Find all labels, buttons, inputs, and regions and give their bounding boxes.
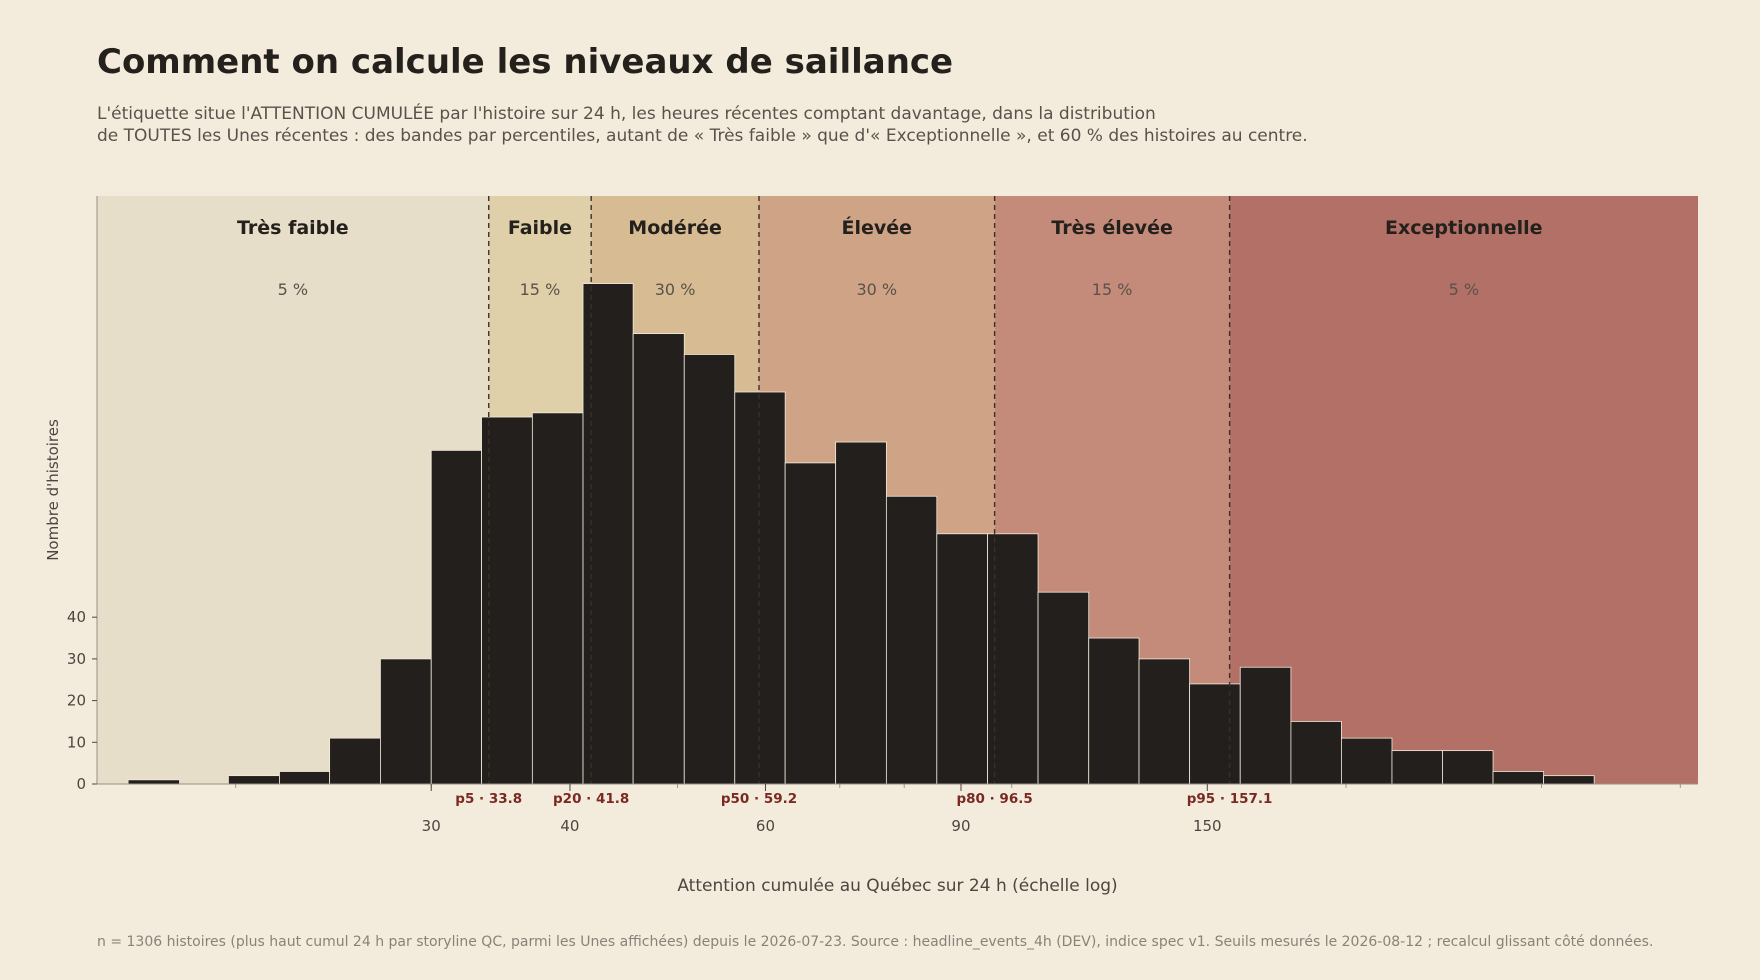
page-title: Comment on calcule les niveaux de sailla…: [97, 42, 954, 82]
histogram-bar: [1037, 591, 1090, 785]
band-name-label: Exceptionnelle: [1385, 217, 1542, 239]
page-subtitle: L'étiquette situe l'ATTENTION CUMULÉE pa…: [97, 103, 1308, 147]
histogram-bar: [1391, 750, 1443, 785]
histogram-bar: [531, 412, 584, 785]
y-tick-label: 10: [67, 733, 86, 751]
histogram-bar: [329, 737, 381, 785]
band-name-label: Très faible: [237, 217, 349, 239]
band-share-label: 5 %: [1449, 280, 1479, 299]
band-name-label: Très élevée: [1051, 217, 1173, 239]
x-tick-label: 40: [560, 817, 579, 835]
histogram-bar: [835, 441, 887, 785]
histogram-bar: [885, 495, 938, 785]
histogram-bar: [1189, 683, 1241, 785]
band-share-label: 30 %: [856, 280, 897, 299]
threshold-label: p20 · 41.8: [553, 791, 629, 807]
band-share-label: 15 %: [1092, 280, 1133, 299]
x-tick-label: 30: [422, 817, 441, 835]
band-name-label: Élevée: [842, 216, 913, 239]
band-share-label: 30 %: [655, 280, 696, 299]
y-tick-label: 30: [67, 650, 86, 668]
histogram-bar: [1239, 666, 1292, 785]
histogram-bar: [430, 449, 482, 785]
histogram-bar: [734, 391, 786, 785]
bars-layer: [127, 283, 1595, 785]
histogram-bar: [228, 775, 280, 785]
histogram-bar: [632, 333, 685, 785]
histogram-bar: [987, 533, 1039, 785]
threshold-label: p95 · 157.1: [1187, 791, 1273, 807]
band-name-label: Faible: [508, 217, 572, 239]
y-axis-label: Nombre d'histoires: [44, 419, 62, 561]
footnote: n = 1306 histoires (plus haut cumul 24 h…: [97, 934, 1654, 950]
threshold-label: p50 · 59.2: [721, 791, 797, 807]
histogram-bar: [1138, 658, 1191, 785]
histogram-bar: [279, 771, 331, 785]
histogram-bar: [1088, 637, 1140, 785]
histogram-bar: [481, 416, 533, 785]
band-5: [1229, 196, 1698, 784]
subtitle-line-2: de TOUTES les Unes récentes : des bandes…: [97, 126, 1308, 146]
x-tick-label: 90: [951, 817, 970, 835]
histogram-bar: [683, 354, 736, 785]
y-tick-label: 40: [67, 608, 86, 626]
band-share-label: 15 %: [520, 280, 561, 299]
histogram-bar: [784, 462, 837, 785]
threshold-label: p80 · 96.5: [956, 791, 1032, 807]
band-name-label: Modérée: [628, 217, 722, 239]
x-axis-label: Attention cumulée au Québec sur 24 h (éc…: [677, 876, 1117, 896]
y-tick-label: 0: [76, 775, 86, 793]
histogram-bar: [1290, 721, 1342, 785]
band-share-label: 5 %: [278, 280, 308, 299]
histogram-bar: [1442, 750, 1494, 785]
subtitle-line-1: L'étiquette situe l'ATTENTION CUMULÉE pa…: [97, 104, 1156, 124]
histogram-bar: [380, 658, 432, 785]
histogram-bar: [936, 533, 988, 785]
thresholds-layer: p5 · 33.8 p20 · 41.8 p50 · 59.2 p80 · 96.5 p…: [455, 196, 1272, 807]
x-tick-label: 60: [756, 817, 775, 835]
axes-layer: 0 10 20 30 40 30 40 60 90 150 Attention cumulée au…: [44, 196, 1698, 896]
histogram-bar: [127, 779, 180, 785]
threshold-label: p5 · 33.8: [455, 791, 522, 807]
histogram-bar: [1341, 737, 1393, 785]
histogram-bar: [1492, 771, 1545, 785]
histogram-bar: [1543, 775, 1595, 785]
x-tick-label: 150: [1193, 817, 1222, 835]
y-tick-label: 20: [67, 692, 86, 710]
